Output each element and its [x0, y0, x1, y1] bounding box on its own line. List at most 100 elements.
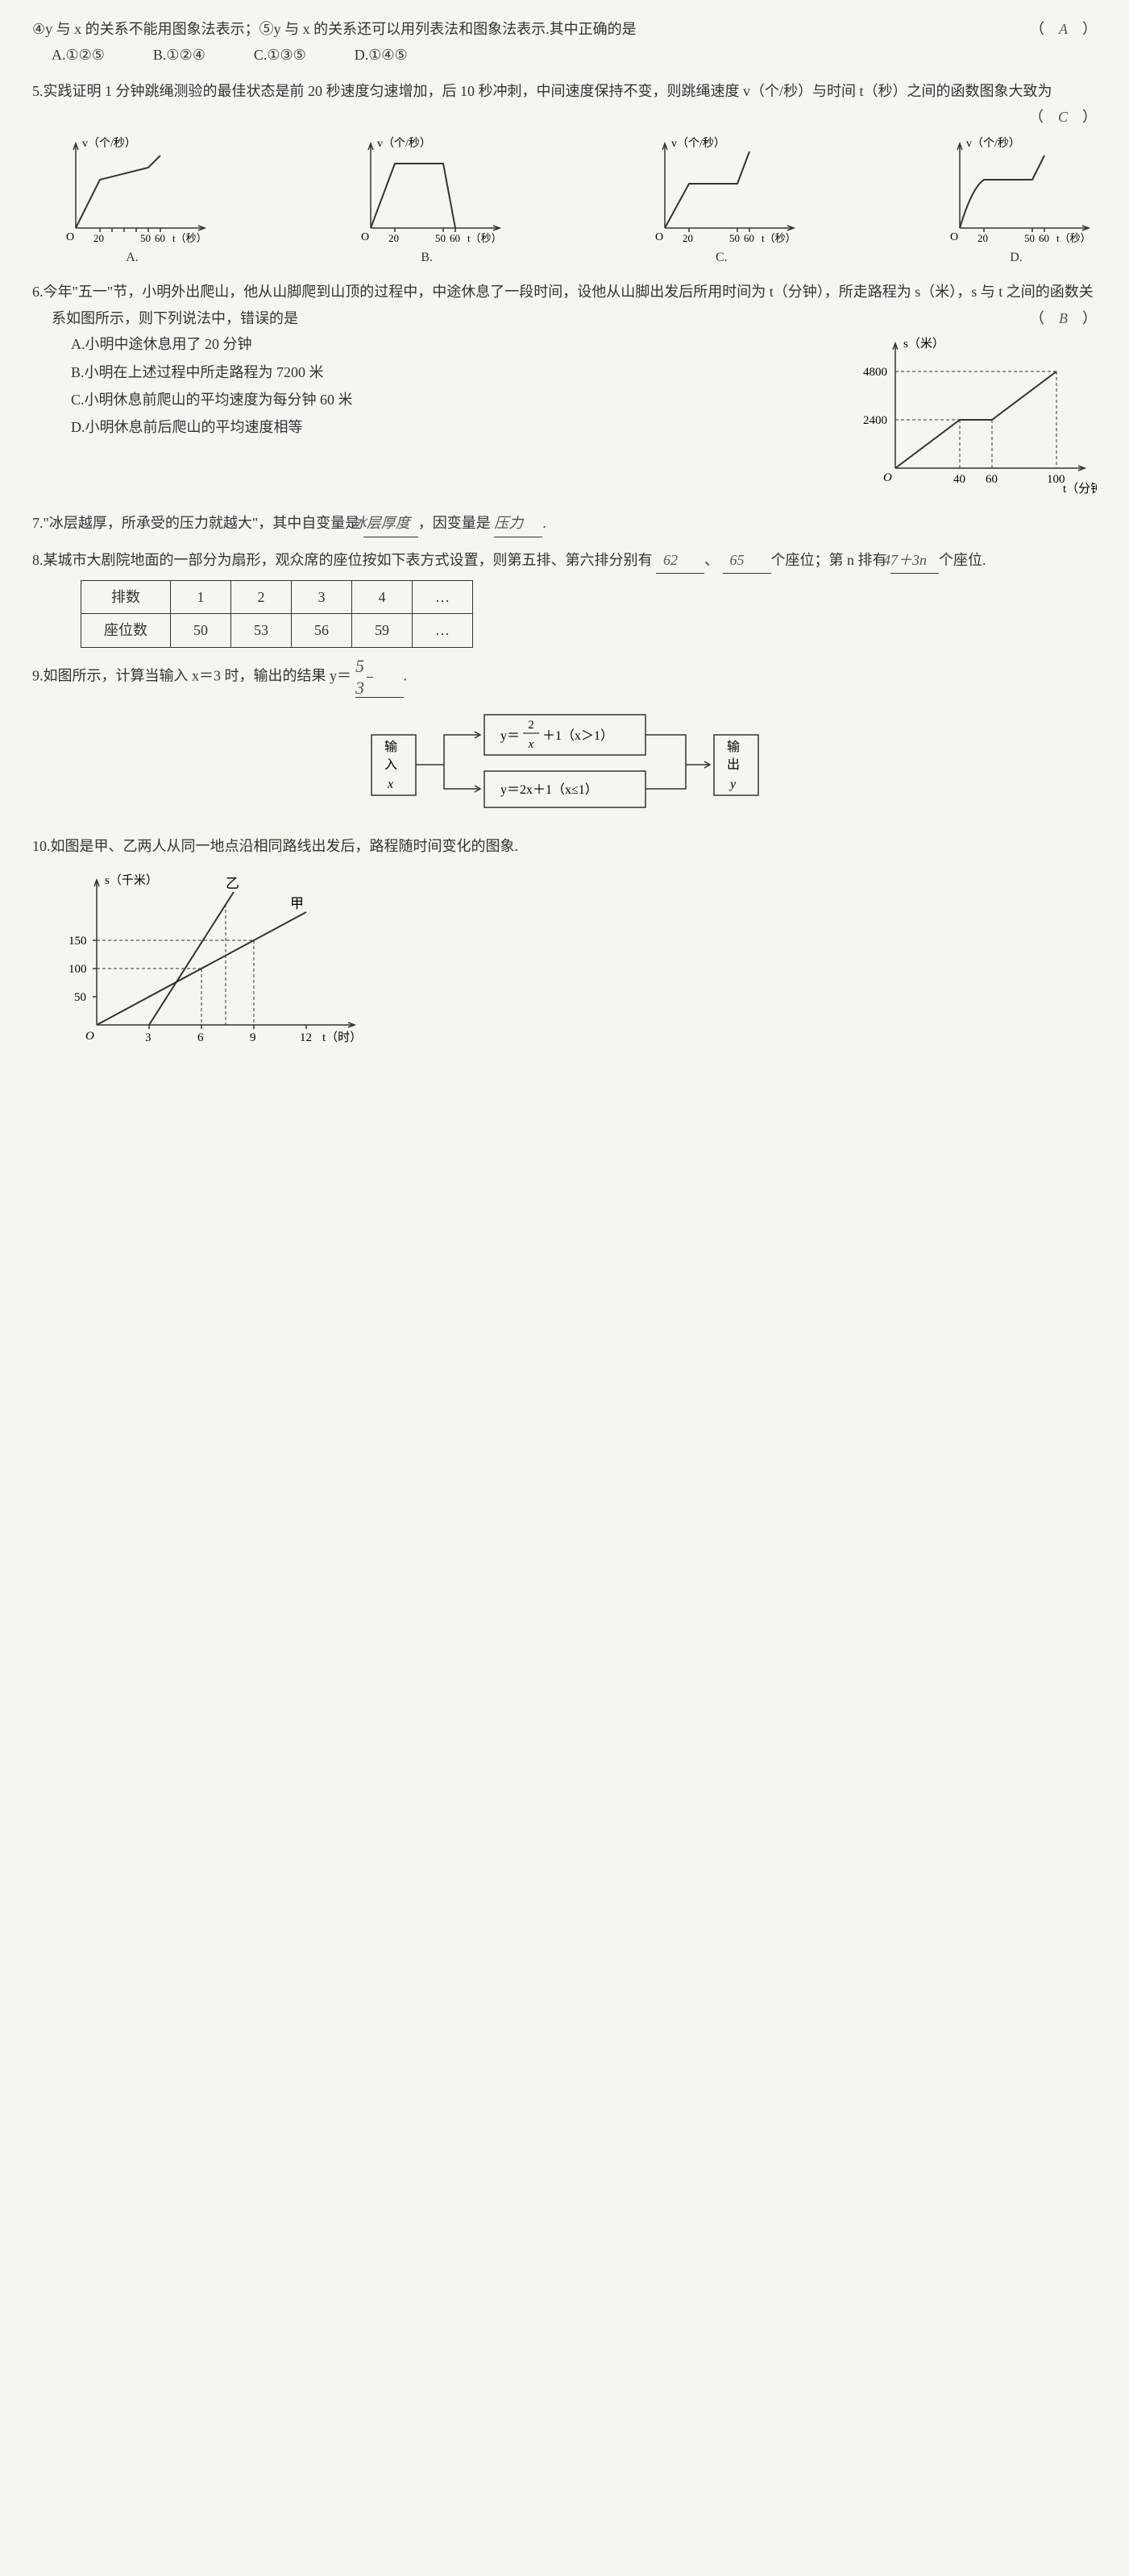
q9-flowchart: 输 入 x y＝ 2 x ＋1（x＞1） y＝2x＋1（x≤1） 输 出 y [355, 703, 774, 823]
q5d-t50: 50 [1024, 232, 1035, 244]
q5b-O: O [361, 231, 369, 243]
q10-num: 10. [32, 838, 51, 854]
q7-blank1: 冰层厚度 [363, 510, 418, 537]
q5c-t60: 60 [744, 232, 754, 244]
q5d-O: O [950, 231, 958, 243]
q8-r1c2: 1 [171, 580, 231, 613]
q6-ylabel: s（米） [903, 337, 944, 351]
q5-graph-d: v（个/秒） O 20 50 60 t（秒） D. [936, 135, 1097, 270]
q5c-ylabel: v（个/秒） [671, 137, 725, 150]
q9-in2: 入 [384, 758, 397, 772]
question-6: 6.今年"五一"节，小明外出爬山，他从山脚爬到山顶的过程中，中途休息了一段时间，… [32, 279, 1097, 500]
q9-num: 9. [32, 667, 44, 683]
q5-text: 实践证明 1 分钟跳绳测验的最佳状态是前 20 秒速度匀速增加，后 10 秒冲刺… [44, 83, 1052, 99]
question-5: 5.实践证明 1 分钟跳绳测验的最佳状态是前 20 秒速度匀速增加，后 10 秒… [32, 78, 1097, 270]
q8-r2c3: 53 [231, 614, 292, 647]
q7-text-b: ，因变量是 [418, 515, 491, 531]
q6-x60: 60 [986, 473, 998, 486]
q5-chart-d: v（个/秒） O 20 50 60 t（秒） [936, 135, 1097, 248]
q6-x40: 40 [953, 473, 965, 486]
q5-graphs: v（个/秒） O 20 50 60 t（秒） A. [32, 135, 1097, 270]
q8-blank2: 65 [723, 547, 771, 574]
q9-top-num: 2 [528, 719, 534, 732]
q4-opt-d: D.①④⑤ [355, 42, 408, 68]
q5c-O: O [655, 231, 663, 243]
q5-chart-c: v（个/秒） O 20 50 60 t（秒） [641, 135, 802, 248]
q8-r1c6: … [413, 580, 473, 613]
q10-xlabel: t（时） [322, 1031, 362, 1044]
q5-graph-b: v（个/秒） O 20 50 60 t（秒） B. [347, 135, 508, 270]
q10-line-yi: 乙 [226, 876, 239, 891]
q6-y2400: 2400 [863, 414, 887, 427]
q10-x9: 9 [250, 1031, 256, 1044]
q8-table: 排数 1 2 3 4 … 座位数 50 53 56 59 … [81, 580, 473, 648]
q9-answer: 5 3 [355, 657, 404, 698]
q6-opt-d: D.小明休息前后爬山的平均速度相等 [71, 414, 847, 440]
q10-x3: 3 [145, 1031, 152, 1044]
table-row: 排数 1 2 3 4 … [81, 580, 473, 613]
q6-y4800: 4800 [863, 366, 887, 379]
q4-answer: A [1059, 21, 1068, 37]
q5-label-c: C. [641, 247, 802, 270]
table-row: 座位数 50 53 56 59 … [81, 614, 473, 647]
q5c-t20: 20 [683, 232, 693, 244]
q5a-t60: 60 [155, 232, 165, 244]
q8-r2c1: 座位数 [81, 614, 171, 647]
q10-x6: 6 [197, 1031, 204, 1044]
q9-period: . [404, 667, 408, 683]
q5a-xlabel: t（秒） [172, 232, 207, 244]
q5-chart-b: v（个/秒） O 20 50 60 t（秒） [347, 135, 508, 248]
q5b-t50: 50 [435, 232, 446, 244]
q10-text: 如图是甲、乙两人从同一地点沿相同路线出发后，路程随时间变化的图象. [51, 838, 519, 854]
q8-r2c4: 56 [292, 614, 352, 647]
q8-r1c5: 4 [352, 580, 413, 613]
q6-opt-b: B.小明在上述过程中所走路程为 7200 米 [71, 359, 847, 385]
q6-graph: s（米） 4800 2400 O 40 60 100 t（分钟） [855, 331, 1097, 500]
q6-answer-paren: （ B ） [1049, 305, 1097, 331]
q8-r1c4: 3 [292, 580, 352, 613]
question-7: 7."冰层越厚，所承受的压力就越大"，其中自变量是 冰层厚度，因变量是 压力. [32, 510, 1097, 537]
q10-y100: 100 [68, 963, 87, 976]
q7-blank2: 压力 [494, 510, 542, 537]
q10-y150: 150 [68, 935, 87, 948]
q6-opt-a: A.小明中途休息用了 20 分钟 [71, 331, 847, 357]
q9-ans-num: 5 [367, 657, 373, 678]
q4-text: ④y 与 x 的关系不能用图象法表示；⑤y 与 x 的关系还可以用列表法和图象法… [32, 21, 637, 37]
q9-top-den: x [527, 738, 533, 751]
q5d-t20: 20 [977, 232, 988, 244]
q5-label-d: D. [936, 247, 1097, 270]
q4-opt-b: B.①②④ [153, 42, 205, 68]
q8-text-b: 个座位；第 n 排有 [771, 552, 887, 568]
q5b-xlabel: t（秒） [467, 232, 502, 244]
q9-out1: 输 [727, 740, 740, 754]
q5a-t50: 50 [140, 232, 151, 244]
q5d-xlabel: t（秒） [1056, 232, 1091, 244]
question-9: 9.如图所示，计算当输入 x＝3 时，输出的结果 y＝ 5 3 . [32, 657, 1097, 823]
q5d-ylabel: v（个/秒） [966, 137, 1020, 150]
q5-graph-a: v（个/秒） O 20 50 60 t（秒） A. [52, 135, 213, 270]
q10-y50: 50 [74, 991, 86, 1004]
q8-sep: 、 [704, 552, 719, 568]
q9-ans-den: 3 [367, 678, 373, 697]
q9-text-a: 如图所示，计算当输入 x＝3 时，输出的结果 y＝ [44, 667, 352, 683]
q5a-ylabel: v（个/秒） [82, 137, 136, 150]
q5c-t50: 50 [729, 232, 740, 244]
q7-text-c: . [542, 515, 546, 531]
q8-blank3: 47＋3n [890, 547, 939, 574]
q5b-ylabel: v（个/秒） [377, 137, 431, 150]
q9-out-var: y [728, 778, 737, 791]
question-10: 10.如图是甲、乙两人从同一地点沿相同路线出发后，路程随时间变化的图象. [32, 833, 1097, 1065]
q5d-t60: 60 [1039, 232, 1049, 244]
q9-in1: 输 [384, 740, 397, 754]
q6-O: O [883, 471, 892, 484]
q5b-t60: 60 [450, 232, 460, 244]
q8-r2c6: … [413, 614, 473, 647]
q9-out2: 出 [727, 757, 740, 772]
q5a-O: O [66, 231, 74, 243]
q5-label-a: A. [52, 247, 213, 270]
q4-opt-a: A.①②⑤ [52, 42, 105, 68]
q7-text-a: "冰层越厚，所承受的压力就越大"，其中自变量是 [44, 515, 360, 531]
q9-bot: y＝2x＋1（x≤1） [500, 782, 598, 797]
q5-answer: C [1058, 109, 1068, 125]
q5b-t20: 20 [388, 232, 399, 244]
